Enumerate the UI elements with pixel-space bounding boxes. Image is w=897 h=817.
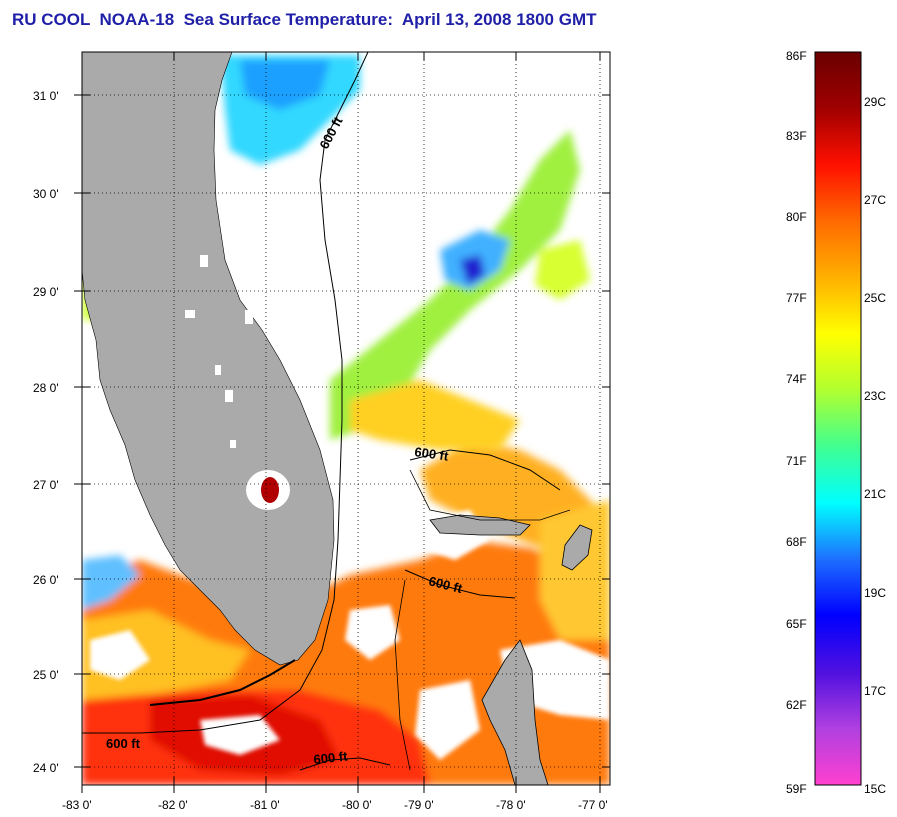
frame-ticks bbox=[74, 52, 610, 793]
contour-label-bahamas-north: 600 ft bbox=[414, 444, 450, 464]
latitude-labels: 31 0' 30 0' 29 0' 28 0' 27 0' 26 0' 25 0… bbox=[33, 89, 59, 775]
color-bar: 86F 83F 80F 77F 74F 71F 68F 65F 62F 59F … bbox=[786, 49, 886, 796]
f-label-77: 77F bbox=[786, 291, 807, 305]
celsius-labels: 29C 27C 25C 23C 21C 19C 17C 15C bbox=[864, 95, 886, 796]
f-label-71: 71F bbox=[786, 454, 807, 468]
map-frame bbox=[81, 51, 611, 786]
c-label-15: 15C bbox=[864, 782, 886, 796]
lon-label-80: -80 0' bbox=[342, 798, 372, 812]
florida-keys bbox=[149, 659, 296, 706]
lat-label-25: 25 0' bbox=[33, 668, 59, 682]
c-label-23: 23C bbox=[864, 389, 886, 403]
lat-label-28: 28 0' bbox=[33, 381, 59, 395]
lon-label-83: -83 0' bbox=[62, 798, 92, 812]
contour-label-west: 600 ft bbox=[106, 736, 141, 751]
lat-label-30: 30 0' bbox=[33, 187, 59, 201]
lon-label-82: -82 0' bbox=[158, 798, 188, 812]
lon-label-79: -79 0' bbox=[404, 798, 434, 812]
sst-cool-band bbox=[220, 55, 590, 450]
andros-island bbox=[481, 639, 549, 785]
isobath-600ft-keys bbox=[299, 757, 391, 771]
lon-label-81: -81 0' bbox=[250, 798, 280, 812]
lat-label-29: 29 0' bbox=[33, 285, 59, 299]
inland-lakes bbox=[185, 255, 253, 448]
c-label-25: 25C bbox=[864, 291, 886, 305]
f-label-86: 86F bbox=[786, 49, 807, 63]
contour-label-keys: 600 ft bbox=[313, 748, 349, 767]
isobath-600ft-florida bbox=[82, 52, 369, 734]
lake-okeechobee-sst bbox=[261, 477, 279, 503]
lat-label-31: 31 0' bbox=[33, 89, 59, 103]
lat-label-24: 24 0' bbox=[33, 761, 59, 775]
map-title: RU COOL NOAA-18 Sea Surface Temperature:… bbox=[12, 10, 597, 29]
florida-land bbox=[82, 52, 335, 666]
lat-label-27: 27 0' bbox=[33, 478, 59, 492]
abaco bbox=[561, 524, 593, 571]
lat-label-26: 26 0' bbox=[33, 573, 59, 587]
map-plot-area: 600 ft 600 ft 600 ft 600 ft 600 ft bbox=[82, 52, 610, 785]
c-label-27: 27C bbox=[864, 193, 886, 207]
f-label-62: 62F bbox=[786, 698, 807, 712]
graticule bbox=[82, 52, 610, 785]
longitude-labels: -83 0' -82 0' -81 0' -80 0' -79 0' -78 0… bbox=[62, 798, 608, 812]
isobath-600ft-bahamas-north bbox=[409, 449, 561, 491]
color-bar-gradient bbox=[814, 51, 862, 786]
f-label-65: 65F bbox=[786, 617, 807, 631]
c-label-21: 21C bbox=[864, 487, 886, 501]
great-bahama-bank bbox=[394, 579, 411, 771]
lon-label-77: -77 0' bbox=[578, 798, 608, 812]
f-label-59: 59F bbox=[786, 782, 807, 796]
little-bahama-bank bbox=[409, 469, 571, 521]
f-label-68: 68F bbox=[786, 535, 807, 549]
f-label-74: 74F bbox=[786, 372, 807, 386]
f-label-80: 80F bbox=[786, 210, 807, 224]
isobath-600ft-bahamas-south bbox=[404, 569, 516, 599]
fahrenheit-labels: 86F 83F 80F 77F 74F 71F 68F 65F 62F 59F bbox=[786, 49, 807, 796]
f-label-83: 83F bbox=[786, 129, 807, 143]
lon-label-78: -78 0' bbox=[496, 798, 526, 812]
c-label-19: 19C bbox=[864, 586, 886, 600]
c-label-29: 29C bbox=[864, 95, 886, 109]
c-label-17: 17C bbox=[864, 684, 886, 698]
